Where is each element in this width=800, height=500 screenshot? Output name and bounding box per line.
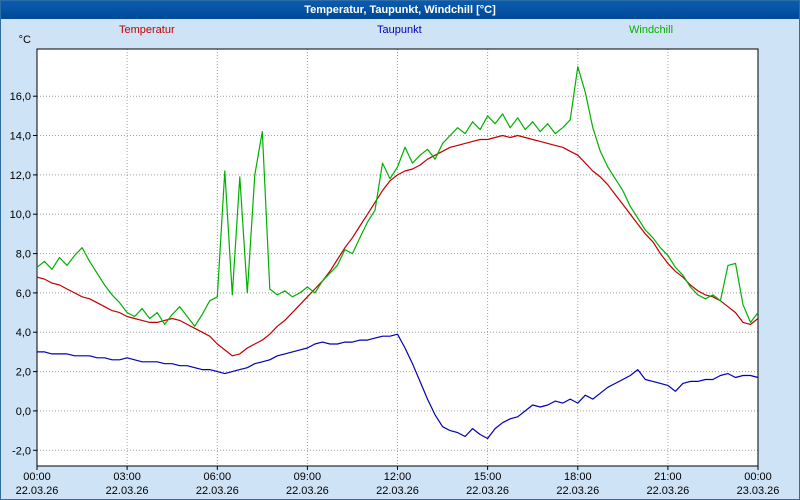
x-tick-label: 21:00	[654, 471, 682, 483]
series-temperatur-line	[36, 134, 759, 357]
window-title: Temperatur, Taupunkt, Windchill [°C]	[304, 4, 496, 16]
y-tick-label: 10,0	[10, 209, 31, 221]
y-tick-label: 8,0	[16, 249, 31, 261]
y-tick-label: 16,0	[10, 91, 31, 103]
x-date-label: 22.03.26	[286, 485, 329, 497]
x-tick-label: 06:00	[204, 471, 232, 483]
x-date-label: 22.03.26	[556, 485, 599, 497]
legend-temperatur: Temperatur	[119, 24, 175, 36]
y-tick-label: 4,0	[16, 327, 31, 339]
x-date-label: 22.03.26	[646, 485, 689, 497]
y-axis-unit-label: °C	[19, 34, 31, 46]
window-title-bar: Temperatur, Taupunkt, Windchill [°C]	[1, 1, 799, 19]
x-date-label: 22.03.26	[466, 485, 509, 497]
x-tick-label: 18:00	[564, 471, 592, 483]
x-date-label: 22.03.26	[376, 485, 419, 497]
plot-border	[36, 48, 759, 467]
x-tick-label: 00:00	[23, 471, 51, 483]
x-tick-label: 00:00	[744, 471, 772, 483]
x-tick-label: 15:00	[474, 471, 502, 483]
x-date-label: 23.03.26	[737, 485, 780, 497]
y-tick-label: 2,0	[16, 367, 31, 379]
x-date-label: 22.03.26	[196, 485, 239, 497]
y-tick-label: 12,0	[10, 170, 31, 182]
x-tick-label: 12:00	[384, 471, 412, 483]
chart-legend: Temperatur Taupunkt Windchill	[1, 24, 799, 40]
legend-taupunkt: Taupunkt	[377, 24, 422, 36]
y-tick-label: -2,0	[12, 445, 31, 457]
y-tick-label: 6,0	[16, 288, 31, 300]
series-taupunkt-line	[37, 333, 759, 440]
x-tick-label: 03:00	[113, 471, 141, 483]
x-date-label: 22.03.26	[16, 485, 59, 497]
y-tick-label: 0,0	[16, 406, 31, 418]
legend-windchill: Windchill	[629, 24, 674, 36]
x-date-label: 22.03.26	[106, 485, 149, 497]
series-windchill-line	[36, 66, 759, 327]
x-tick-label: 09:00	[294, 471, 322, 483]
y-tick-label: 14,0	[10, 131, 31, 143]
